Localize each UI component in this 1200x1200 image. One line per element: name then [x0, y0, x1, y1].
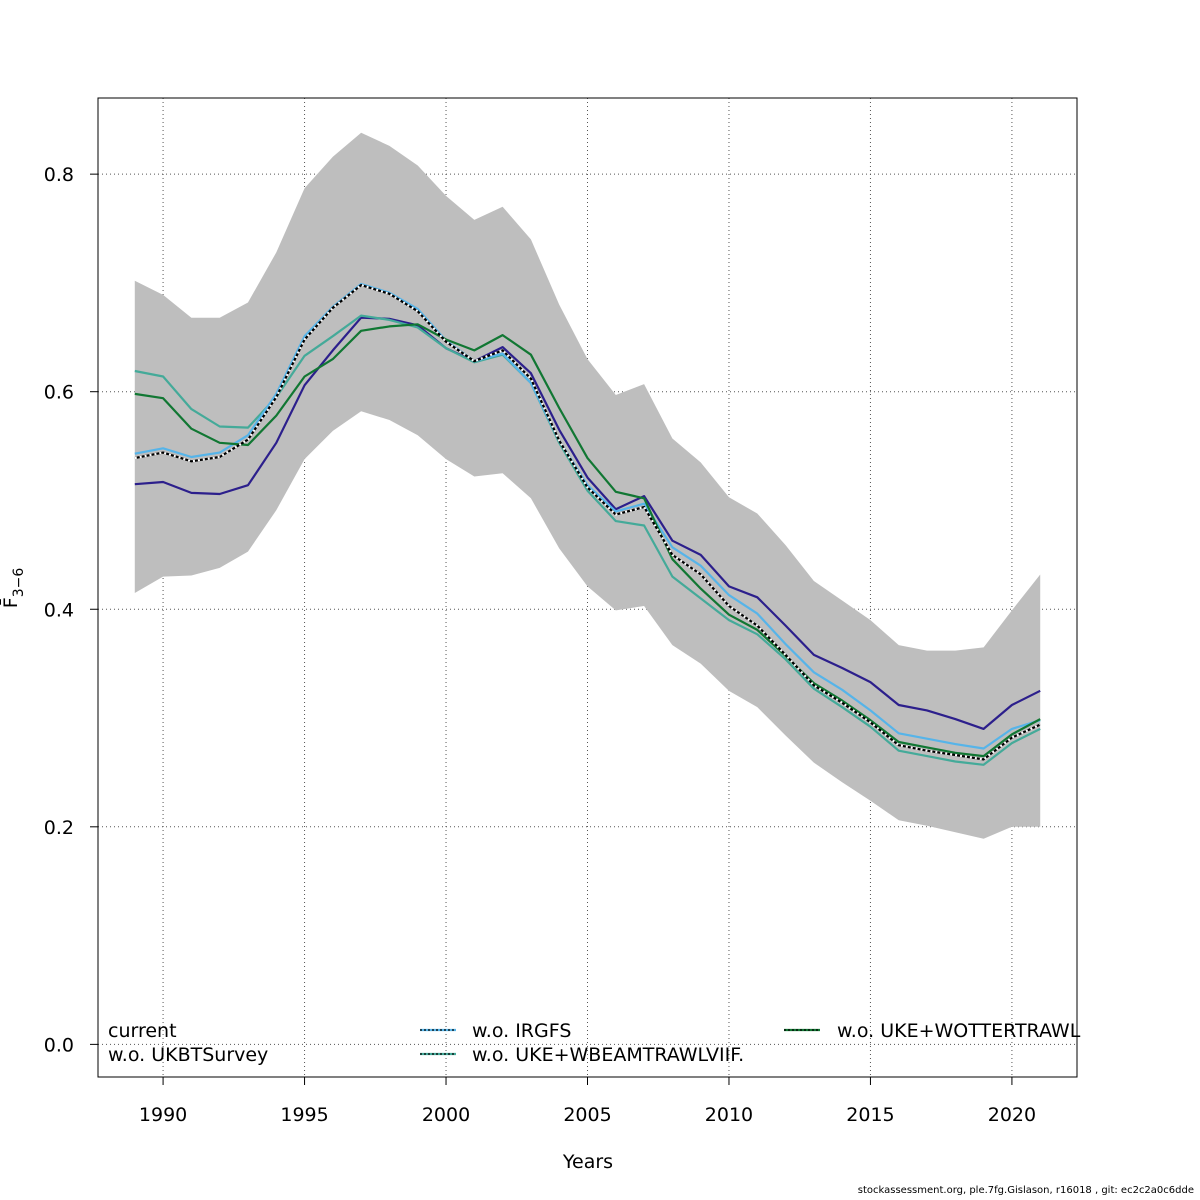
y-tick-label: 0.0	[44, 1034, 74, 1056]
y-axis-title: F̄3−6	[0, 568, 27, 609]
x-axis: 1990 1995 2000 2005 2010 2015 2020	[139, 1077, 1036, 1126]
legend-label: w.o. UKE+WOTTERTRAWL	[837, 1020, 1081, 1042]
x-axis-title: Years	[562, 1151, 613, 1173]
x-tick-label: 2010	[705, 1104, 753, 1126]
x-tick-label: 2015	[846, 1104, 894, 1126]
x-tick-label: 1995	[280, 1104, 328, 1126]
y-tick-label: 0.6	[44, 382, 74, 404]
y-axis: 0.0 0.2 0.4 0.6 0.8	[44, 164, 98, 1056]
svg-text:F̄3−6: F̄3−6	[0, 568, 27, 609]
x-tick-label: 2000	[422, 1104, 470, 1126]
x-tick-label: 1990	[139, 1104, 187, 1126]
series-line-w-o-uke-wottertrawl	[134, 323, 1041, 758]
y-tick-label: 0.4	[44, 599, 74, 621]
series-line-current-dots	[134, 283, 1041, 761]
series-line-w-o-ukbtsurvey	[134, 316, 1041, 730]
grid	[98, 98, 1077, 1077]
series-line-w-o-uke-wbeamtrawlviif	[134, 314, 1041, 766]
legend-label: current	[108, 1020, 177, 1042]
legend-label: w.o. UKBTSurvey	[108, 1044, 268, 1066]
y-tick-label: 0.8	[44, 164, 74, 186]
legend-label: w.o. UKE+WBEAMTRAWLVIIF.	[472, 1044, 744, 1066]
y-axis-title-main: F̄	[0, 597, 22, 608]
series-line-w-o-irgfs	[134, 282, 1041, 750]
legend-label: w.o. IRGFS	[472, 1020, 571, 1042]
footer-credit: stockassessment.org, ple.7fg.Gislason, r…	[857, 1185, 1194, 1196]
x-tick-label: 2005	[563, 1104, 611, 1126]
y-tick-label: 0.2	[44, 817, 74, 839]
x-tick-label: 2020	[988, 1104, 1036, 1126]
y-axis-title-sub: 3−6	[11, 568, 27, 598]
series-lines	[134, 282, 1041, 766]
